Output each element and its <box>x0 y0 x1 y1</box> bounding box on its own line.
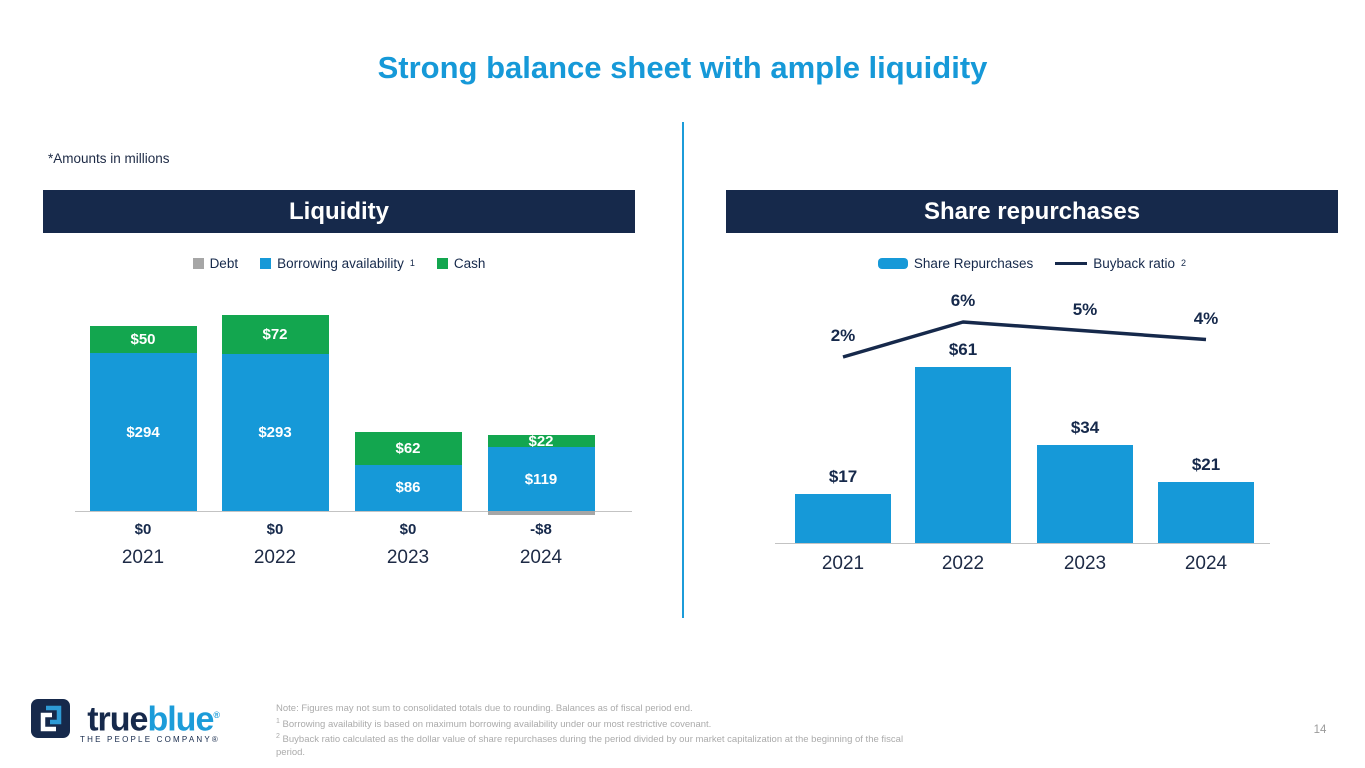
footnote-line: 1 Borrowing availability is based on max… <box>276 717 712 730</box>
bar-cash-label: $22 <box>528 432 554 450</box>
legend-label: Borrowing availability <box>277 255 404 271</box>
legend-swatch-square <box>877 257 908 269</box>
legend-item-share-repurchases: Share Repurchases <box>877 255 1034 271</box>
bar-cash-label: $62 <box>395 439 421 457</box>
legend-label: Buyback ratio <box>1093 255 1176 271</box>
bar-borrowing-2022: $293 <box>221 353 329 511</box>
liquidity-chart-title: Liquidity <box>289 197 389 225</box>
brand-tagline: THE PEOPLE COMPANY® <box>80 735 221 745</box>
footnote-line: Note: Figures may not sum to consolidate… <box>276 703 693 714</box>
bar-cash-2023: $62 <box>354 431 462 465</box>
bar-cash-label: $50 <box>130 331 156 349</box>
x-tick-label: 2024 <box>1184 553 1228 574</box>
bar-borrowing-2024: $119 <box>487 447 595 511</box>
x-tick-label: 2022 <box>253 547 297 568</box>
trueblue-wordmark: trueblue® THE PEOPLE COMPANY® <box>80 697 220 744</box>
x-tick-label: 2023 <box>386 547 430 568</box>
bar-borrowing-label: $294 <box>126 423 160 441</box>
bar-cash-2021: $50 <box>89 326 197 354</box>
bar-borrowing-label: $293 <box>258 423 292 441</box>
legend-swatch-square <box>192 257 204 269</box>
bar-value-label: $61 <box>948 340 978 359</box>
wordmark-true: true <box>87 700 148 739</box>
bar-value-label: $17 <box>828 466 858 486</box>
wordmark-blue: blue <box>147 700 214 739</box>
liquidity-legend: Debt Borrowing availability 1 Cash <box>43 253 635 273</box>
x-tick-label: 2021 <box>121 547 165 568</box>
bar-cash-2024: $22 <box>487 432 595 450</box>
buyback-ratio-label: 4% <box>1193 308 1219 328</box>
legend-item-borrowing-availability: Borrowing availability 1 <box>260 256 415 271</box>
x-tick-label: 2023 <box>1063 553 1107 574</box>
x-tick-label: 2022 <box>941 553 985 574</box>
bar-cash-label: $72 <box>262 325 288 343</box>
liquidity-chart-header: Liquidity <box>43 190 635 233</box>
x-axis <box>75 511 632 512</box>
amounts-note: *Amounts in millions <box>48 151 170 166</box>
bar-repurchases-2022 <box>915 367 1011 543</box>
legend-swatch-square <box>436 257 448 269</box>
bar-borrowing-label: $86 <box>395 479 421 497</box>
bar-repurchases-2023 <box>1037 444 1133 543</box>
buyback-ratio-label: 6% <box>950 291 976 310</box>
share-repurchases-chart: $17 2% 2021 $61 6% 2022 $34 5% 2023 $21 4% 2024 <box>775 285 1270 600</box>
liquidity-chart: $50 $294 $0 2021 $72 $293 $0 2022 $62 $86 $0 2023 $2… <box>43 280 635 580</box>
legend-label: Cash <box>453 255 486 271</box>
debt-value-label: $0 <box>399 521 417 538</box>
x-axis <box>775 543 1270 544</box>
bar-value-label: $34 <box>1070 417 1100 437</box>
bar-borrowing-2021: $294 <box>89 353 197 511</box>
page-number: 14 <box>1313 724 1327 736</box>
legend-item-cash: Cash <box>436 255 486 271</box>
buyback-ratio-label: 5% <box>1072 299 1098 319</box>
bar-repurchases-2021 <box>795 493 891 543</box>
bar-cash-2022: $72 <box>221 314 329 354</box>
bar-borrowing-label: $119 <box>524 470 558 488</box>
buyback-ratio-line <box>842 320 1207 359</box>
debt-value-label: -$8 <box>530 521 552 538</box>
debt-value-label: $0 <box>266 521 284 538</box>
bar-value-label: $21 <box>1191 455 1221 475</box>
bar-repurchases-2024 <box>1158 482 1254 543</box>
legend-label: Debt <box>209 255 239 271</box>
registered-mark: ® <box>213 710 221 720</box>
share-repurchases-chart-header: Share repurchases <box>726 190 1338 233</box>
debt-value-label: $0 <box>134 521 152 538</box>
company-logo: trueblue® THE PEOPLE COMPANY® <box>30 697 220 744</box>
slide-title: Strong balance sheet with ample liquidit… <box>377 50 988 85</box>
share-repurchases-legend: Share Repurchases Buyback ratio 2 <box>726 253 1338 273</box>
trueblue-logo-icon <box>31 699 70 738</box>
footnotes: Note: Figures may not sum to consolidate… <box>276 703 916 759</box>
legend-swatch-line <box>1055 261 1088 265</box>
x-tick-label: 2021 <box>821 553 865 574</box>
footnote-line: 2 Buyback ratio calculated as the dollar… <box>276 733 904 758</box>
legend-swatch-square <box>260 257 272 269</box>
legend-item-debt: Debt <box>192 255 239 271</box>
share-repurchases-chart-title: Share repurchases <box>923 197 1141 225</box>
bar-debt-2024 <box>487 511 595 516</box>
panel-divider <box>682 122 684 618</box>
bar-borrowing-2023: $86 <box>354 464 462 511</box>
legend-item-buyback-ratio: Buyback ratio 2 <box>1055 256 1186 271</box>
x-tick-label: 2024 <box>519 547 563 568</box>
buyback-ratio-label: 2% <box>830 326 856 345</box>
legend-label: Share Repurchases <box>913 255 1034 271</box>
